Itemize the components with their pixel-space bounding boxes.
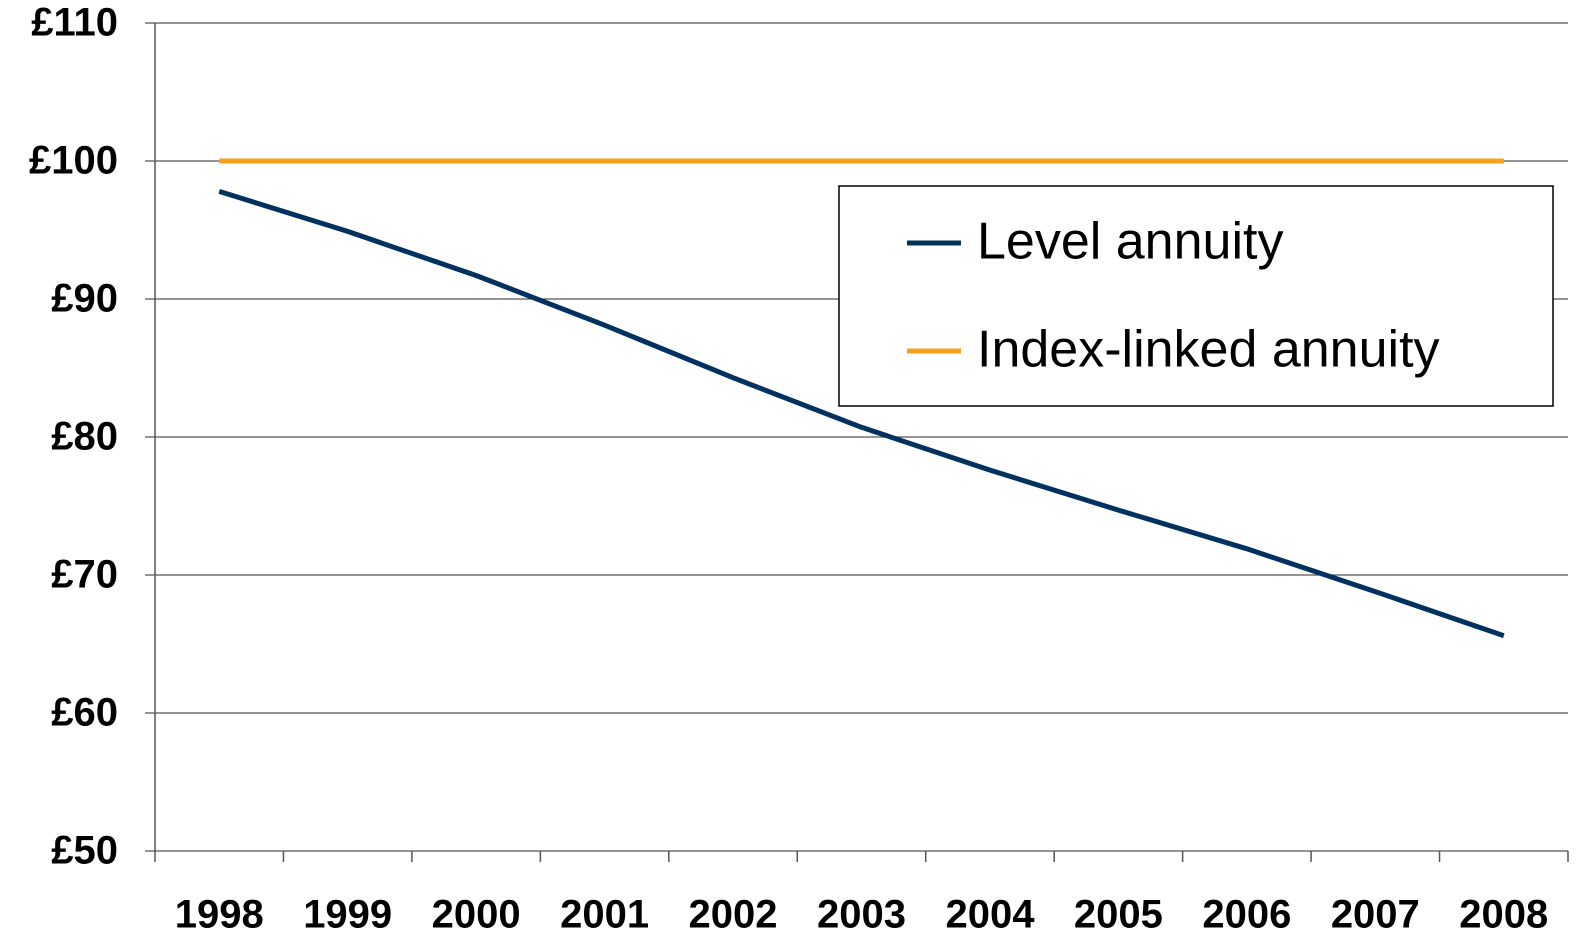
- x-tick-label: 2004: [945, 893, 1035, 937]
- y-tick-label: £70: [51, 553, 118, 597]
- y-tick-label: £50: [51, 829, 118, 873]
- legend-label: Index-linked annuity: [977, 321, 1440, 379]
- x-tick-label: 2002: [689, 893, 778, 937]
- x-tick-label: 2003: [817, 893, 906, 937]
- y-tick-label: £100: [29, 139, 118, 183]
- x-tick-label: 2000: [432, 893, 521, 937]
- x-tick-label: 2006: [1202, 893, 1291, 937]
- x-tick-label: 2007: [1331, 893, 1420, 937]
- x-tick-label: 1999: [303, 893, 392, 937]
- x-tick-label: 2001: [560, 893, 649, 937]
- y-tick-label: £60: [51, 691, 118, 735]
- y-tick-label: £90: [51, 277, 118, 321]
- y-tick-label: £80: [51, 415, 118, 459]
- x-tick-label: 2008: [1459, 893, 1548, 937]
- series-line: [218, 189, 1505, 639]
- x-tick-label: 1998: [175, 893, 264, 937]
- y-tick-label: £110: [31, 1, 118, 45]
- x-tick-label: 2005: [1074, 893, 1163, 937]
- legend-label: Level annuity: [977, 213, 1283, 271]
- legend-box: [838, 185, 1554, 407]
